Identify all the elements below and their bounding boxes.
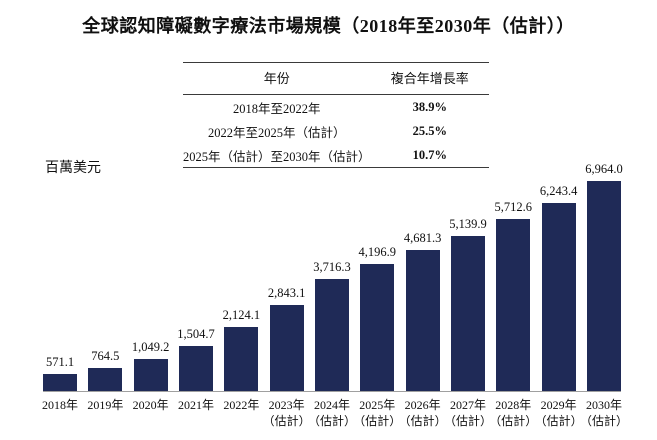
bar-column: 764.5 xyxy=(88,349,123,391)
x-axis-label: 2029年 （估計） xyxy=(534,398,583,429)
bar xyxy=(133,359,168,391)
bar-value-label: 6,964.0 xyxy=(585,162,623,176)
bar-value-label: 1,504.7 xyxy=(177,327,215,341)
y-axis-unit-label: 百萬美元 xyxy=(45,161,101,176)
x-axis-label: 2020年 xyxy=(132,398,169,412)
period-cell: 2022年至2025年（估計） xyxy=(208,125,346,140)
bar xyxy=(541,203,576,391)
bar xyxy=(224,327,259,391)
cagr-cell: 10.7% xyxy=(412,147,447,162)
x-axis-label: 2023年 （估計） xyxy=(262,398,311,429)
bar-value-label: 5,712.6 xyxy=(494,200,533,214)
bar-column: 1,049.2 xyxy=(132,340,169,391)
table-row: 2022年至2025年（估計） 25.5% xyxy=(183,119,489,143)
bar-column: 5,712.6 xyxy=(495,200,532,391)
x-axis-label: 2019年 xyxy=(87,398,124,412)
bar-column: 4,681.3 xyxy=(404,231,441,391)
table-header-period: 年份 xyxy=(183,62,371,95)
bar-column: 6,964.0 xyxy=(585,162,623,391)
bar-column: 3,716.3 xyxy=(313,260,351,391)
x-axis-label: 2030年 （估計） xyxy=(579,398,628,429)
table-row: 2025年（估計）至2030年（估計） 10.7% xyxy=(183,143,489,168)
bar-value-label: 1,049.2 xyxy=(131,340,170,354)
cagr-cell: 38.9% xyxy=(412,99,447,114)
plot-area: 571.1 764.5 1,049.2 1,504.7 2,124.1 2,843.1 3,… xyxy=(43,162,623,391)
x-axis-label: 2024年 （估計） xyxy=(307,398,356,429)
period-cell: 2018年至2022年 xyxy=(233,101,321,116)
x-axis-labels: 2018年 2019年 2020年 2021年 2022年 2023年 （估計） 2024年（… xyxy=(42,397,628,429)
bar xyxy=(360,264,395,391)
period-cell: 2025年（估計）至2030年（估計） xyxy=(183,149,371,164)
table-header-row: 年份 複合年增長率 xyxy=(183,62,489,95)
bar-value-label: 764.5 xyxy=(91,349,120,363)
bar-value-label: 3,716.3 xyxy=(313,260,351,274)
bar-column: 5,139.9 xyxy=(449,217,487,391)
bar xyxy=(178,346,213,391)
x-axis-label: 2028年 （估計） xyxy=(489,398,538,429)
x-axis-label: 2025年 （估計） xyxy=(353,398,402,429)
x-axis-label: 2018年 xyxy=(42,398,79,412)
cagr-cell: 25.5% xyxy=(412,123,447,138)
bar xyxy=(88,368,123,391)
table-header-cagr: 複合年增長率 xyxy=(370,62,489,95)
bar-column: 2,124.1 xyxy=(223,308,260,391)
bar xyxy=(405,250,440,391)
bar xyxy=(314,279,349,391)
x-axis-label: 2021年 xyxy=(177,398,214,412)
bar xyxy=(496,219,531,391)
x-axis-label: 2026年 （估計） xyxy=(398,398,447,429)
bar-column: 1,504.7 xyxy=(177,327,215,391)
x-axis-label: 2022年 xyxy=(223,398,260,412)
bar-value-label: 5,139.9 xyxy=(449,217,487,231)
bar xyxy=(586,181,621,391)
bar-value-label: 2,843.1 xyxy=(267,286,306,300)
bar-value-label: 571.1 xyxy=(45,355,75,369)
bar-column: 2,843.1 xyxy=(268,286,305,391)
chart-title: 全球認知障礙數字療法市場規模（2018年至2030年（估計）） xyxy=(82,16,575,36)
bar-value-label: 2,124.1 xyxy=(222,308,261,322)
bar xyxy=(269,305,304,391)
bar xyxy=(450,236,485,391)
bar-column: 4,196.9 xyxy=(359,245,396,391)
bar-column: 6,243.4 xyxy=(540,184,577,391)
bar-value-label: 4,681.3 xyxy=(403,231,442,245)
bar-value-label: 4,196.9 xyxy=(358,245,397,259)
cagr-table: 年份 複合年增長率 2018年至2022年 38.9% 2022年至2025年（… xyxy=(183,62,489,168)
bar-value-label: 6,243.4 xyxy=(539,184,578,198)
table-row: 2018年至2022年 38.9% xyxy=(183,95,489,120)
bar xyxy=(43,374,77,391)
x-axis-line xyxy=(43,391,621,392)
x-axis-label: 2027年 （估計） xyxy=(443,398,492,429)
bar-column: 571.1 xyxy=(43,355,77,391)
